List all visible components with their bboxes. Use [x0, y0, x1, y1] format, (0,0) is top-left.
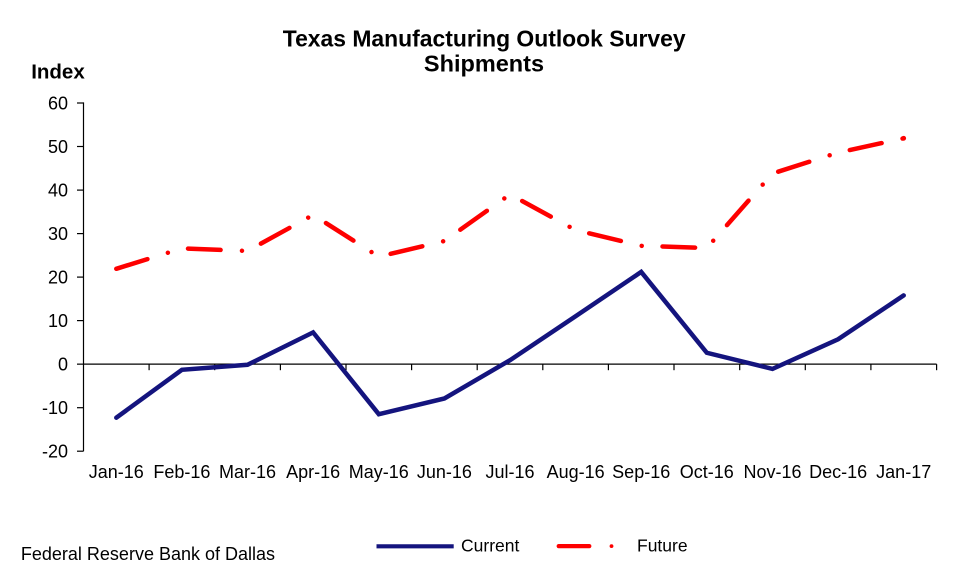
svg-text:60: 60 [48, 93, 68, 113]
svg-text:50: 50 [48, 137, 68, 157]
svg-text:Future: Future [637, 535, 688, 555]
svg-text:Texas Manufacturing Outlook Su: Texas Manufacturing Outlook Survey [283, 25, 686, 51]
svg-text:Aug-16: Aug-16 [547, 462, 605, 482]
svg-text:-10: -10 [42, 398, 68, 418]
svg-text:Jan-16: Jan-16 [89, 462, 144, 482]
svg-text:Dec-16: Dec-16 [809, 462, 867, 482]
svg-text:-20: -20 [42, 442, 68, 462]
svg-text:Feb-16: Feb-16 [153, 462, 210, 482]
svg-text:Index: Index [31, 61, 85, 84]
svg-text:10: 10 [48, 311, 68, 331]
svg-text:Oct-16: Oct-16 [680, 462, 734, 482]
svg-text:0: 0 [58, 354, 68, 374]
svg-text:Jan-17: Jan-17 [876, 462, 931, 482]
svg-text:May-16: May-16 [349, 462, 409, 482]
svg-text:Federal Reserve Bank of Dallas: Federal Reserve Bank of Dallas [21, 544, 275, 564]
svg-text:Shipments: Shipments [424, 51, 544, 77]
svg-text:20: 20 [48, 267, 68, 287]
svg-text:40: 40 [48, 180, 68, 200]
svg-text:Jun-16: Jun-16 [417, 462, 472, 482]
svg-text:Apr-16: Apr-16 [286, 462, 340, 482]
svg-text:Sep-16: Sep-16 [612, 462, 670, 482]
svg-text:30: 30 [48, 224, 68, 244]
svg-text:Nov-16: Nov-16 [743, 462, 801, 482]
svg-text:Current: Current [461, 535, 519, 555]
svg-text:Mar-16: Mar-16 [219, 462, 276, 482]
svg-text:Jul-16: Jul-16 [485, 462, 534, 482]
